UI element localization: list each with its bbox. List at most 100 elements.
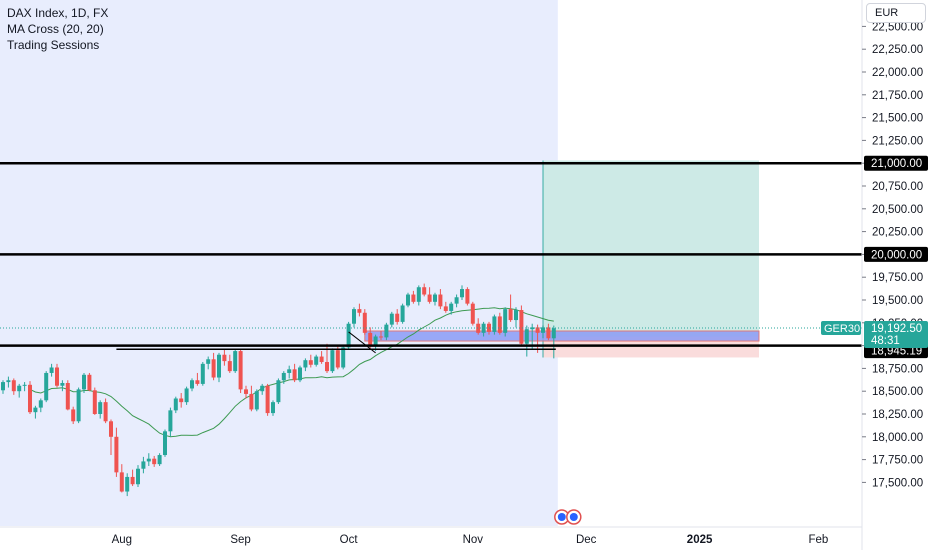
candle-body: [341, 347, 346, 368]
chart-legend: DAX Index, 1D, FX MA Cross (20, 20) Trad…: [7, 5, 108, 53]
candle: [82, 372, 86, 394]
candle-body: [109, 421, 113, 437]
candle: [152, 455, 157, 467]
candle: [200, 362, 205, 386]
candle: [254, 389, 259, 412]
candle: [6, 376, 11, 388]
candle-body: [244, 389, 248, 394]
candle: [287, 365, 292, 379]
candle: [49, 363, 54, 377]
long-position-stop-zone: [543, 336, 759, 358]
candle: [22, 382, 27, 392]
candle: [179, 393, 184, 408]
candle-body: [287, 369, 292, 373]
long-position-target-zone: [543, 160, 759, 337]
x-tick-label: 2025: [687, 534, 713, 546]
last-price-box: [864, 321, 928, 349]
candle: [238, 349, 243, 394]
candle: [222, 349, 227, 366]
legend-symbol[interactable]: DAX Index, 1D, FX: [7, 6, 109, 20]
candle-body: [249, 393, 254, 410]
legend-trading-sessions[interactable]: Trading Sessions: [7, 38, 100, 52]
candle: [276, 378, 281, 404]
candle-body: [281, 372, 286, 381]
candle-body: [454, 297, 459, 304]
candle: [265, 383, 270, 416]
candle-body: [530, 327, 535, 330]
candle: [249, 385, 254, 412]
candle: [373, 334, 378, 352]
candle-body: [206, 359, 211, 364]
candle: [470, 301, 475, 326]
candle: [460, 285, 464, 300]
candle: [303, 358, 308, 372]
candle: [384, 322, 389, 341]
candle-body: [497, 316, 502, 333]
candle: [136, 465, 140, 487]
candle: [168, 407, 173, 437]
candle: [416, 285, 421, 306]
candle-body: [173, 398, 178, 411]
candle: [497, 312, 502, 335]
candle-body: [76, 389, 81, 422]
candle-body: [33, 407, 38, 413]
x-tick-label: Sep: [230, 534, 250, 546]
candle-body: [22, 384, 27, 386]
candle: [38, 398, 43, 413]
candle: [314, 354, 319, 367]
candle: [11, 378, 16, 395]
candle-body: [546, 327, 551, 339]
candle: [141, 456, 146, 474]
candle-body: [146, 458, 151, 462]
y-tick-label: 22,500.00: [872, 21, 923, 33]
candle-body: [157, 455, 162, 465]
candle-body: [254, 391, 259, 410]
candle: [551, 325, 556, 359]
candle: [60, 380, 65, 392]
candle: [71, 406, 76, 425]
candle: [519, 305, 524, 346]
candle-body: [82, 374, 86, 390]
level-price-label: 21,000.00: [871, 158, 922, 170]
candle-body: [427, 294, 432, 302]
candle-body: [200, 363, 205, 384]
candle-body: [325, 362, 329, 372]
candle-body: [271, 402, 275, 414]
candle-body: [168, 410, 173, 432]
candle: [206, 356, 211, 370]
currency-selector[interactable]: EUR: [866, 3, 926, 23]
bar-countdown-label: 48:31: [871, 335, 900, 347]
candle-body: [449, 303, 454, 311]
candle-body: [190, 380, 194, 389]
candle: [443, 301, 448, 313]
candle: [87, 372, 92, 392]
candle: [422, 283, 427, 297]
candle-body: [460, 289, 464, 298]
candle-body: [38, 400, 43, 408]
candle-body: [389, 313, 394, 325]
candle-body: [535, 327, 540, 333]
candle-body: [503, 309, 508, 333]
y-tick-label: 20,750.00: [872, 181, 923, 193]
candle-body: [352, 309, 356, 324]
legend-ma-cross[interactable]: MA Cross (20, 20): [7, 22, 104, 36]
candle-body: [28, 384, 32, 413]
candle: [503, 307, 508, 337]
y-tick-label: 20,250.00: [872, 227, 923, 239]
candle-body: [55, 367, 59, 386]
y-tick-label: 18,000.00: [872, 432, 923, 444]
candle: [400, 303, 405, 324]
x-tick-label: Oct: [340, 534, 359, 546]
x-tick-label: Feb: [808, 534, 828, 546]
candle: [438, 289, 443, 310]
candle: [184, 386, 189, 405]
candle-body: [44, 372, 49, 401]
candle-body: [514, 310, 518, 321]
candle: [130, 469, 135, 487]
candle: [389, 311, 394, 328]
candle: [109, 419, 113, 456]
candle-body: [179, 398, 184, 403]
candle: [28, 381, 32, 414]
candle-body: [17, 385, 22, 392]
